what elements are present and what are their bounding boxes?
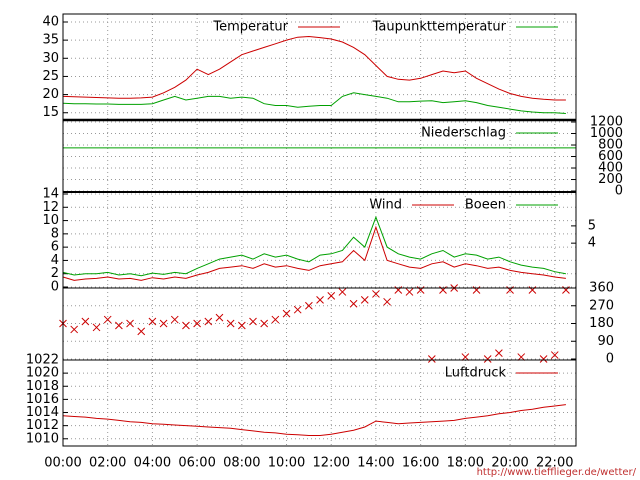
x-tick-label: 00:00: [44, 456, 81, 471]
direction-point: [249, 317, 257, 326]
direction-point: [338, 288, 347, 296]
y2-tick-label: 200: [598, 172, 623, 187]
series-line: [62, 404, 566, 436]
direction-point: [282, 309, 291, 318]
y-tick-label: 1016: [26, 392, 59, 407]
direction-point: [137, 327, 146, 336]
y-tick-label: 15: [42, 105, 59, 120]
y-tick-label: 0: [51, 280, 59, 295]
direction-point: [92, 323, 101, 332]
y2-tick-label: 1200: [590, 115, 623, 130]
direction-point: [461, 353, 470, 361]
direction-point: [170, 315, 179, 324]
direction-point: [182, 321, 190, 330]
x-tick-label: 22:00: [536, 456, 573, 471]
y-tick-label: 10: [42, 213, 59, 228]
direction-point: [517, 353, 526, 361]
y2-tick-label: 0: [606, 352, 614, 367]
y-tick-label: 14: [42, 186, 59, 201]
y2-tick-label: 90: [597, 334, 614, 349]
x-tick-label: 20:00: [491, 456, 528, 471]
x-tick-label: 12:00: [313, 456, 350, 471]
y-tick-label: 1018: [26, 379, 59, 394]
direction-point: [495, 349, 503, 357]
x-tick-label: 14:00: [357, 456, 394, 471]
y-tick-label: 40: [42, 14, 59, 29]
series-line: [62, 215, 566, 277]
direction-point: [293, 305, 302, 314]
direction-point: [115, 321, 123, 330]
series-line: [62, 92, 566, 114]
direction-point: [305, 301, 313, 310]
direction-point: [70, 325, 79, 334]
legend-label: Boeen: [465, 198, 506, 213]
y-tick-label: 20: [42, 87, 59, 102]
direction-point: [550, 351, 559, 359]
direction-point: [226, 319, 235, 328]
y-tick-label: 25: [42, 69, 59, 84]
y-tick-label: 4: [51, 253, 59, 268]
y2-tick-label: 180: [589, 316, 614, 331]
y-tick-label: 30: [42, 51, 59, 66]
direction-point: [360, 295, 369, 304]
y2-tick-label: 600: [598, 149, 623, 164]
direction-point: [148, 317, 157, 326]
y2-tick-label: 4: [588, 236, 596, 251]
y-tick-label: 6: [51, 240, 59, 255]
direction-point: [327, 292, 336, 300]
x-tick-label: 10:00: [268, 456, 305, 471]
legend-label: Temperatur: [212, 20, 288, 35]
legend-label: Wind: [369, 198, 402, 213]
legend-label: Niederschlag: [421, 126, 506, 141]
x-tick-label: 04:00: [134, 456, 171, 471]
direction-point: [427, 355, 436, 363]
y2-tick-label: 5: [588, 218, 596, 233]
y-tick-label: 12: [42, 200, 59, 215]
direction-point: [539, 355, 548, 363]
y-tick-label: 1014: [26, 405, 59, 420]
direction-point: [159, 319, 168, 328]
direction-point: [405, 288, 414, 296]
panel-frame: [62, 359, 577, 447]
x-tick-label: 18:00: [447, 456, 484, 471]
series-line: [62, 225, 566, 281]
direction-point: [260, 319, 269, 328]
direction-point: [483, 355, 492, 363]
y-tick-label: 35: [42, 33, 59, 48]
direction-point: [81, 317, 90, 326]
y2-tick-label: 800: [598, 138, 623, 153]
x-tick-label: 08:00: [223, 456, 260, 471]
legend-label: Luftdruck: [445, 366, 507, 381]
direction-point: [193, 319, 201, 328]
y2-tick-label: 270: [589, 298, 614, 313]
footer-url: http://www.tiefflieger.de/wetter/: [477, 467, 637, 478]
y-tick-label: 8: [51, 226, 59, 241]
direction-point: [271, 315, 280, 324]
direction-point: [316, 295, 324, 304]
direction-point: [215, 313, 224, 322]
direction-point: [349, 299, 358, 308]
direction-point: [204, 317, 213, 326]
y2-tick-label: 360: [589, 281, 614, 296]
y-tick-label: 1010: [26, 431, 59, 446]
direction-point: [126, 319, 134, 328]
x-tick-label: 16:00: [402, 456, 439, 471]
y-tick-label: 2: [51, 266, 59, 281]
direction-point: [103, 315, 112, 324]
direction-point: [383, 297, 391, 306]
y-tick-label: 1012: [26, 418, 59, 433]
y2-tick-label: 0: [615, 184, 623, 199]
y-tick-label: 1020: [26, 366, 59, 381]
direction-point: [237, 321, 246, 330]
x-tick-label: 06:00: [178, 456, 215, 471]
y2-tick-label: 400: [598, 161, 623, 176]
x-tick-label: 02:00: [89, 456, 126, 471]
y2-tick-label: 1000: [590, 126, 623, 141]
y-tick-label: 1022: [26, 353, 59, 368]
series-line: [62, 35, 566, 101]
direction-point: [372, 290, 380, 298]
legend-label: Taupunkttemperatur: [372, 20, 507, 35]
